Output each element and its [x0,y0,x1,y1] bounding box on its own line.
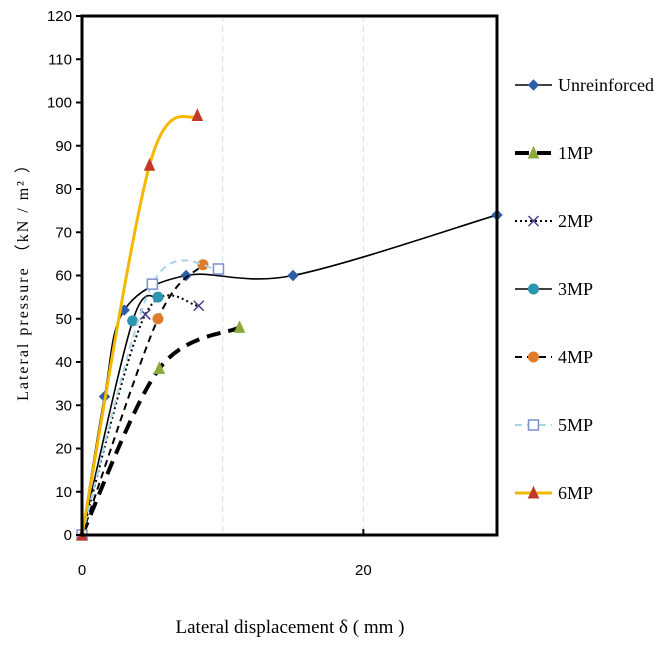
data-point [527,215,540,227]
legend-label: 2MP [558,211,593,231]
data-point [528,283,539,295]
legend-label: 4MP [558,347,593,367]
series-line [81,294,159,536]
y-axis-label: Lateral pressure （kN / m² ） [14,155,32,401]
data-point [152,313,164,325]
data-point [527,419,540,431]
y-tick-label: 90 [55,138,72,155]
x-axis-label: Lateral displacement δ ( mm ) [176,617,405,638]
legend-item-2mp: 2MP [515,211,593,231]
y-tick-label: 100 [47,95,72,112]
data-point [527,145,540,159]
y-tick-label: 50 [55,311,72,328]
series-line [80,114,199,536]
y-tick-label: 120 [47,8,72,25]
series-line [81,259,219,536]
data-point [143,158,156,171]
series-line [80,325,241,536]
legend: Unreinforced 1MP 2MP 3MP 4MP 5MP 6MP [515,75,654,503]
legend-label: 5MP [558,415,593,435]
series-4mp [76,259,209,541]
legend-item-4mp: 4MP [515,347,593,367]
data-point [191,108,204,121]
legend-label: 3MP [558,279,593,299]
x-tick-label: 20 [355,562,372,579]
legend-label: 1MP [558,143,593,163]
legend-item-6mp: 6MP [515,483,593,503]
y-tick-label: 70 [55,224,72,241]
y-tick-label: 40 [55,354,72,371]
data-point [233,320,246,333]
y-tick-label: 110 [48,51,72,68]
grid-lines [222,16,364,535]
y-axis-ticks: 0 10 20 30 40 50 60 70 80 90 100 110 120 [47,8,82,544]
data-point [287,269,299,282]
series-1mp [76,320,246,541]
y-tick-label: 30 [55,397,72,414]
y-tick-label: 0 [64,527,72,544]
y-tick-label: 80 [55,181,72,198]
legend-label: Unreinforced [558,75,654,95]
series-line [81,214,498,536]
data-point [527,485,540,499]
legend-item-1mp: 1MP [515,143,593,163]
data-point [197,259,209,271]
series-line [81,294,199,536]
legend-label: 6MP [558,483,593,503]
y-tick-label: 60 [55,268,72,285]
data-point [180,269,192,282]
series-line [81,263,204,536]
y-tick-label: 10 [55,484,72,501]
legend-item-3mp: 3MP [515,279,593,299]
x-axis-ticks: 0 20 [78,529,372,579]
series-group [76,108,503,541]
y-tick-label: 20 [55,441,72,458]
legend-item-unreinforced: Unreinforced [515,75,654,95]
data-point [212,263,225,275]
legend-item-5mp: 5MP [515,415,593,435]
series-unreinforced [76,209,503,541]
data-point [528,351,539,363]
data-point [153,361,166,374]
data-point [146,278,159,290]
series-6mp [76,108,204,541]
data-point [527,79,540,91]
data-point [152,291,164,303]
series-3mp [76,291,164,541]
data-point [193,300,205,312]
x-tick-label: 0 [78,562,86,579]
